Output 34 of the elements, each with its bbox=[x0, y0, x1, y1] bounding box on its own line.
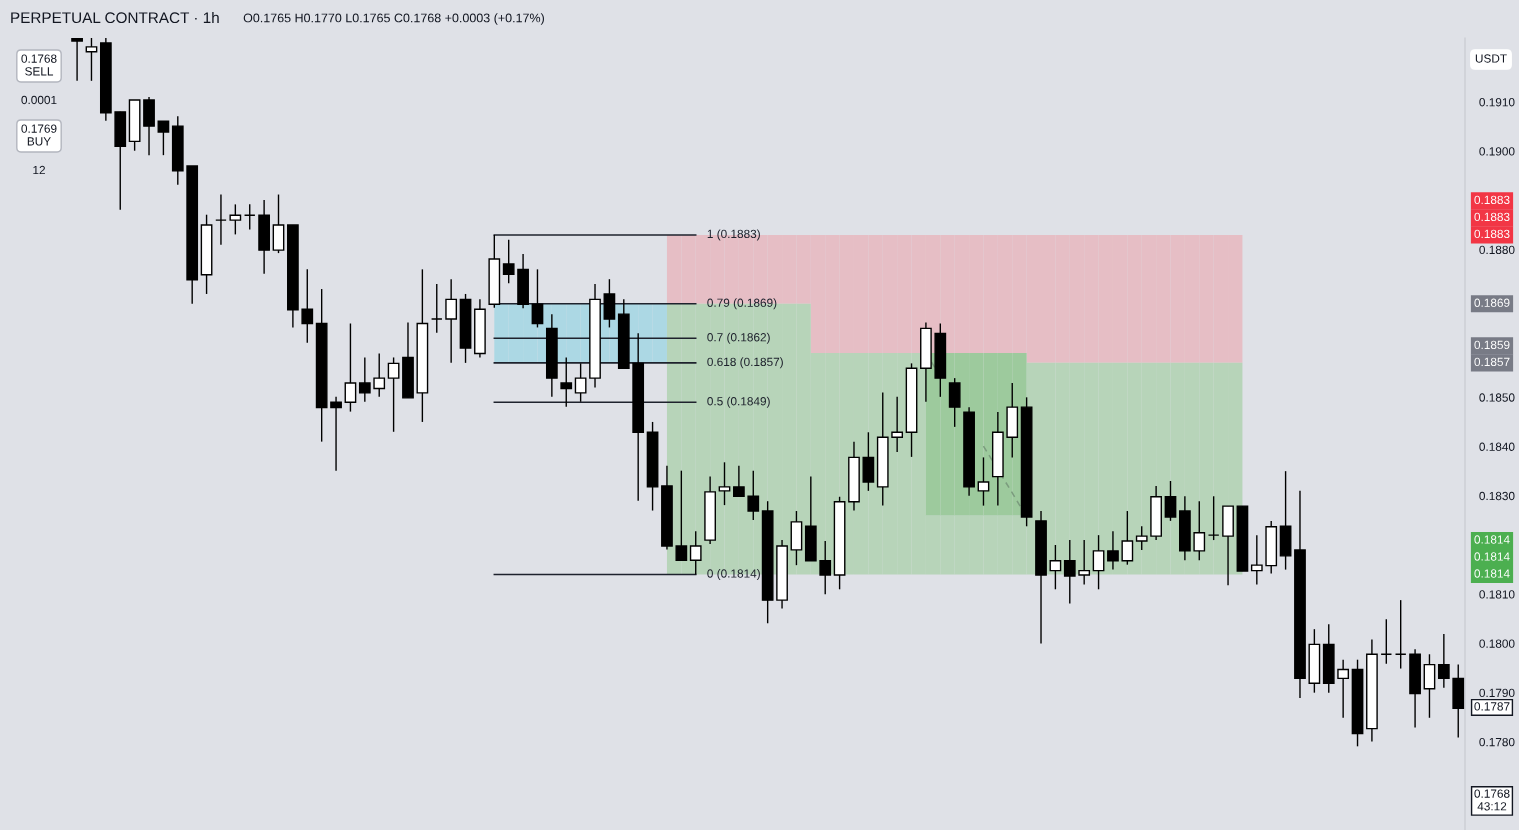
series-label: 0.7 (0.1862) bbox=[707, 332, 770, 344]
y-tick-label: 0.1850 bbox=[1479, 393, 1515, 402]
series-label: 0.618 (0.1857) bbox=[707, 357, 783, 369]
series-label: 0.79 (0.1869) bbox=[707, 298, 777, 310]
y-tick-label: 0.1780 bbox=[1479, 737, 1515, 747]
text: 0.1883 bbox=[1474, 212, 1510, 222]
y-tick-label: 0.1800 bbox=[1479, 639, 1515, 648]
chart-subtitle: O0.1765 H0.1770 L0.1765 C0.1768 +0.0003 (+0.17%) bbox=[243, 13, 544, 25]
text: 0.0001 bbox=[21, 95, 57, 105]
y-tick-label: 0.1790 bbox=[1479, 688, 1515, 698]
y-tick-label: 0.1830 bbox=[1479, 491, 1515, 501]
y-tick-label: 0.1900 bbox=[1479, 147, 1515, 156]
y-tick-label: 0.1840 bbox=[1479, 442, 1515, 451]
y-tick-label: 0.1880 bbox=[1479, 245, 1515, 255]
text: 0.1883 bbox=[1474, 195, 1510, 205]
text: 0.1814 bbox=[1474, 552, 1510, 561]
text: 0.1869 bbox=[1474, 298, 1510, 307]
series-label: 1 (0.1883) bbox=[707, 229, 760, 241]
chart-title: PERPETUAL CONTRACT · 1h bbox=[11, 11, 219, 24]
y-axis-title: USDT bbox=[1475, 54, 1507, 63]
text: 0.1859 bbox=[1474, 340, 1510, 350]
text: 0.1787 bbox=[1474, 702, 1510, 711]
text: 0.1814 bbox=[1474, 569, 1510, 578]
text: 0.1883 bbox=[1474, 229, 1510, 239]
series-label: 0.5 (0.1849) bbox=[707, 396, 770, 408]
series-label: 0 (0.1814) bbox=[707, 569, 760, 581]
text: 0.1769 BUY bbox=[21, 124, 57, 146]
text: 12 bbox=[33, 165, 45, 175]
text: 0.1768 43:12 bbox=[1474, 789, 1510, 811]
text: 0.1814 bbox=[1474, 535, 1510, 544]
text: 0.1768 SELL bbox=[21, 54, 57, 76]
y-tick-label: 0.1810 bbox=[1479, 590, 1515, 599]
text: 0.1857 bbox=[1474, 357, 1510, 367]
y-tick-label: 0.1910 bbox=[1479, 98, 1515, 107]
